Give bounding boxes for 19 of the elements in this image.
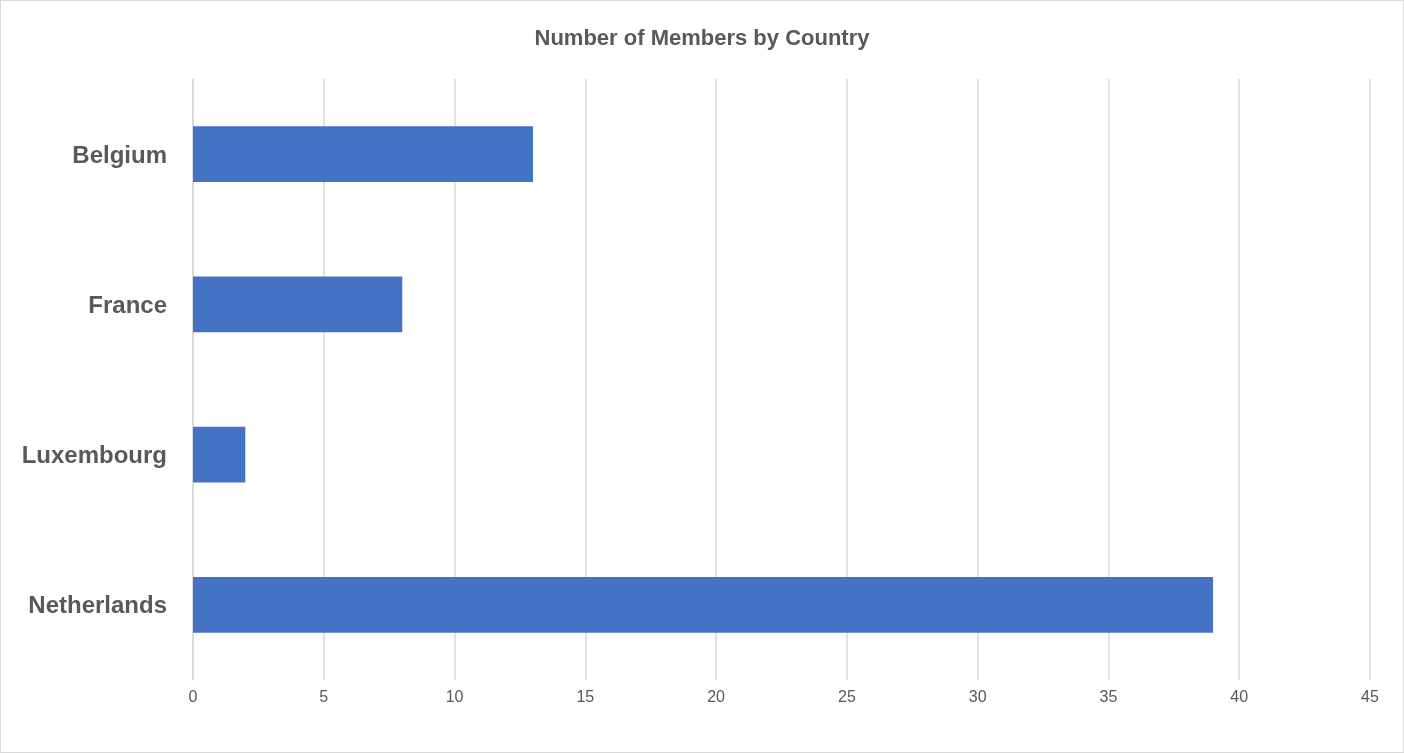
x-tick-label: 45 xyxy=(1361,687,1379,705)
x-tick-label: 35 xyxy=(1099,687,1118,705)
bar xyxy=(193,577,1214,633)
chart-title: Number of Members by Country xyxy=(534,24,871,50)
y-tick-label: Belgium xyxy=(72,140,167,168)
x-tick-label: 20 xyxy=(707,687,726,705)
x-tick-label: 0 xyxy=(188,687,198,705)
bar xyxy=(193,126,534,182)
bar xyxy=(193,426,246,483)
bar xyxy=(193,276,403,333)
y-tick-label: Netherlands xyxy=(28,591,167,619)
x-tick-label: 25 xyxy=(837,687,856,705)
y-tick-label: France xyxy=(88,290,167,318)
x-tick-label: 30 xyxy=(968,687,987,705)
y-tick-label: Luxembourg xyxy=(21,441,167,469)
x-tick-label: 5 xyxy=(319,687,329,705)
x-tick-label: 15 xyxy=(576,687,595,705)
x-tick-label: 40 xyxy=(1230,687,1249,705)
x-tick-label: 10 xyxy=(445,687,464,705)
